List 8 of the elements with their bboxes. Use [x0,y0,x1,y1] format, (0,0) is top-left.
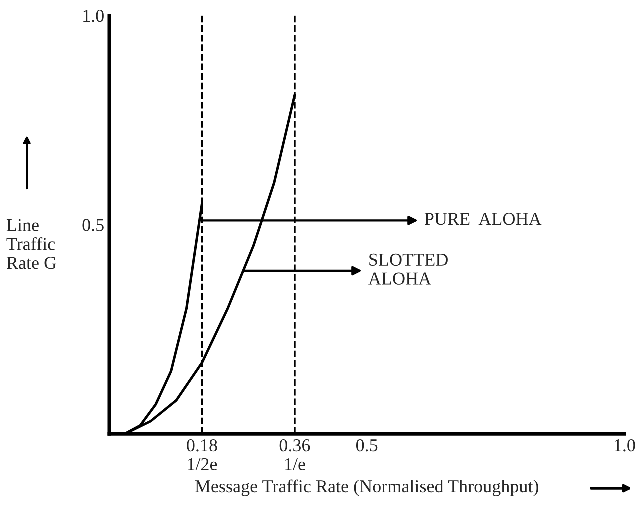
annotation: PURE ALOHA [424,213,542,226]
annotation: SLOTTED ALOHA [368,254,448,285]
x-tick-label: 0.36 1/e [280,439,310,471]
x-axis-title: Message Traffic Rate (Normalised Throughput) [195,480,538,496]
y-axis-title: Line Traffic Rate G [6,219,57,270]
x-tick-label: 0.18 1/2e [187,439,218,471]
x-tick-label: 0.5 [356,439,378,452]
x-tick-label: 1.0 [614,439,636,452]
